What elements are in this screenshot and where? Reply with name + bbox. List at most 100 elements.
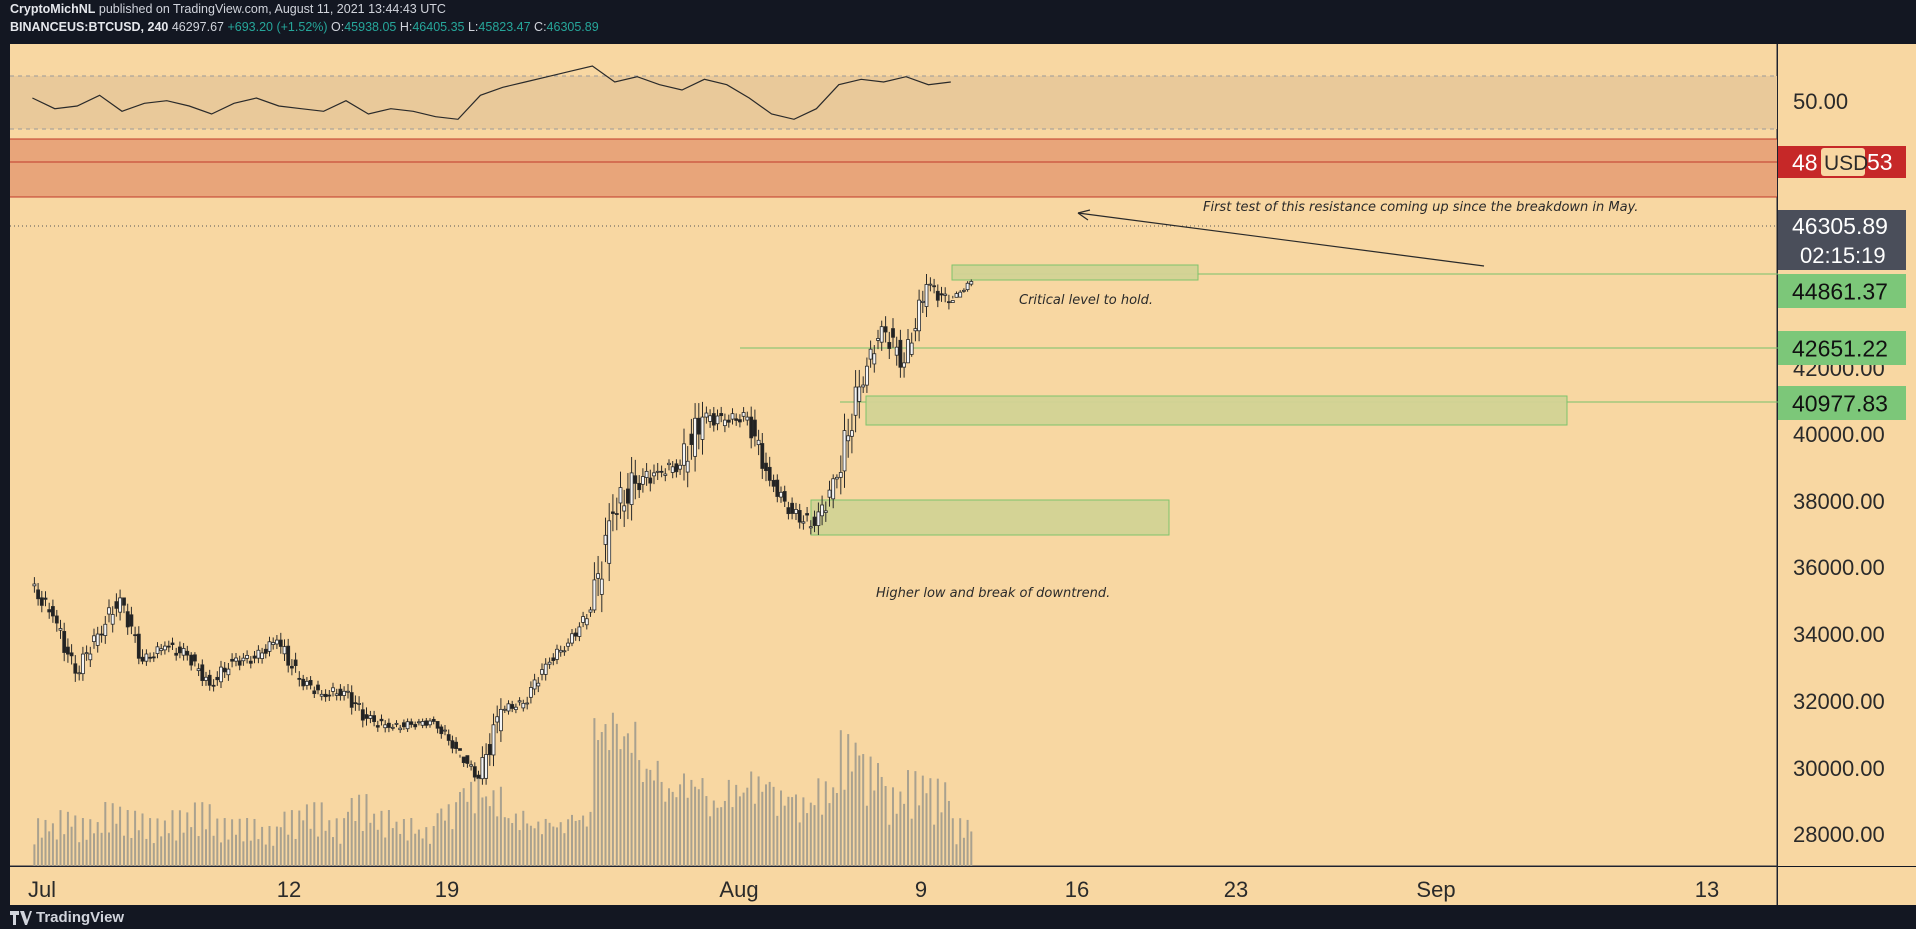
candle [461, 756, 466, 764]
candle [349, 692, 354, 708]
volume-bar [556, 827, 558, 866]
volume-bar [772, 786, 775, 866]
volume-bar [701, 778, 704, 866]
volume-bar [66, 811, 69, 866]
candle [222, 667, 227, 673]
candle [678, 464, 682, 470]
candle [767, 466, 772, 481]
candle [267, 641, 272, 652]
resistance-arrow-line [1077, 212, 1485, 267]
candle [842, 430, 847, 472]
volume-bar [709, 816, 712, 866]
candle [663, 473, 668, 476]
volume-bar [727, 779, 730, 866]
volume-bar [914, 771, 917, 866]
volume-bar [835, 793, 838, 866]
level-price-label-1: 44861.37 [1792, 278, 1888, 304]
support-zone-3[interactable] [810, 499, 1170, 536]
candle [823, 510, 828, 513]
volume-bar [141, 813, 144, 866]
candle [648, 477, 653, 484]
support-zone-2[interactable] [865, 395, 1568, 426]
resistance-zone[interactable] [10, 139, 1777, 197]
candle [581, 616, 585, 623]
volume-bar [567, 819, 570, 866]
volume-bar [473, 813, 476, 866]
candle [887, 341, 892, 349]
volume-bar [802, 797, 805, 866]
candle [928, 283, 933, 286]
symbol-label[interactable]: BINANCEUS:BTCUSD, 240 [10, 20, 169, 34]
volume-bar [892, 787, 894, 866]
volume-bar [683, 773, 685, 866]
candle [323, 693, 328, 698]
volume-bar [910, 818, 913, 866]
volume-bar [145, 838, 148, 866]
candle [383, 724, 388, 729]
volume-bar [253, 818, 256, 866]
candle [282, 646, 287, 655]
volume-bar [399, 833, 402, 866]
candle [54, 615, 59, 624]
tradingview-brand[interactable]: TradingView [10, 909, 124, 926]
candle [129, 614, 134, 627]
volume-bar [488, 806, 491, 866]
candle [853, 386, 858, 416]
currency-badge-bg[interactable] [1821, 148, 1865, 176]
candle [148, 656, 153, 659]
volume-bar [257, 839, 260, 866]
volume-bar [888, 824, 891, 866]
candle [831, 478, 836, 500]
volume-bar [246, 818, 249, 866]
volume-bar [787, 796, 790, 866]
candle [920, 300, 925, 303]
volume-bar [59, 810, 62, 866]
candle [230, 658, 235, 662]
volume-bar [742, 792, 745, 866]
volume-bar [432, 826, 435, 866]
volume-bar [436, 813, 439, 866]
volume-bar [175, 840, 178, 866]
candle [599, 578, 604, 595]
candle [906, 339, 910, 364]
candle [521, 702, 526, 709]
candle [614, 513, 619, 515]
volume-bar [929, 778, 932, 866]
volume-bar [869, 756, 872, 866]
candle [420, 721, 425, 726]
volume-bar [813, 805, 816, 866]
candle [144, 653, 149, 662]
volume-bar [619, 749, 622, 866]
volume-bar [242, 841, 245, 866]
volume-bar [951, 818, 954, 866]
volume-bar [533, 828, 536, 866]
price-chart[interactable]: 50.00 28000.00 30000.00 32000.00 34000.00 360… [0, 0, 1916, 905]
candle [353, 702, 358, 705]
volume-bar [395, 821, 398, 866]
currency-badge[interactable]: USD [1824, 152, 1868, 175]
volume-bar [279, 827, 282, 866]
candle [588, 609, 593, 613]
volume-bar [828, 803, 831, 866]
candle [312, 690, 317, 695]
volume-bar [485, 796, 488, 866]
volume-bar [843, 789, 846, 866]
level-price-label-2: 42651.22 [1792, 335, 1888, 361]
volume-bar [541, 834, 543, 866]
publisher-name[interactable]: CryptoMichNL [10, 2, 96, 16]
volume-bar [832, 787, 835, 866]
candle [476, 774, 481, 780]
annotation-critical-level: Critical level to hold. [1019, 293, 1153, 308]
volume-bar [37, 818, 40, 866]
volume-bar [78, 842, 81, 866]
candle [256, 649, 261, 659]
rsi-band [10, 76, 1777, 129]
candle [43, 597, 48, 600]
candle [372, 715, 377, 722]
support-zone-1[interactable] [951, 264, 1199, 281]
candle [69, 652, 74, 657]
candle [753, 419, 757, 437]
volume-bar [268, 826, 271, 866]
candle [189, 654, 194, 666]
volume-bar [544, 818, 547, 866]
